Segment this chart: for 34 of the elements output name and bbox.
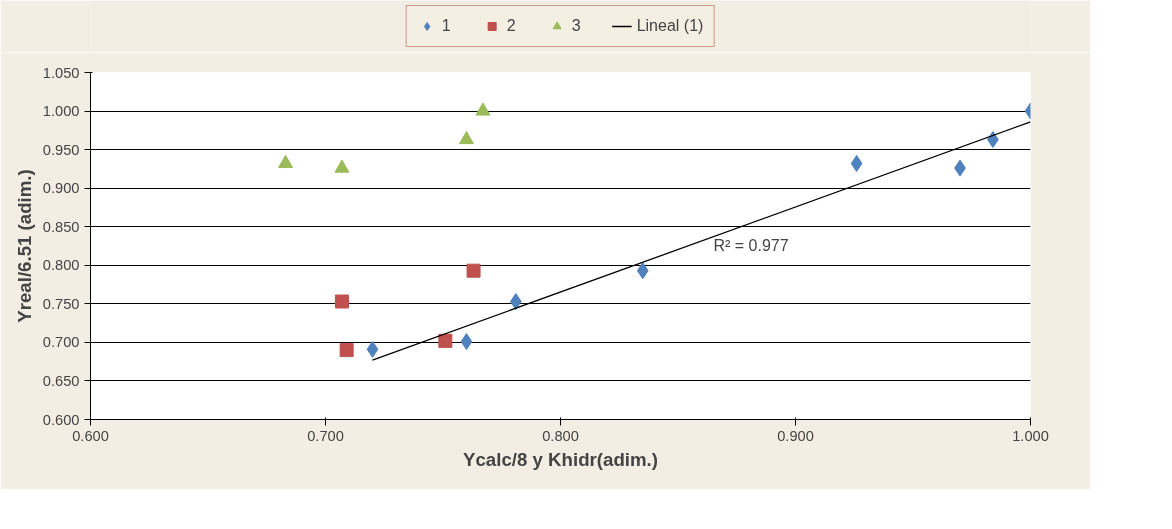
x-tick-label: 0.800 — [542, 427, 579, 444]
y-axis-title: Yreal/6.51 (adim.) — [13, 169, 35, 323]
annotation: R² = 0.977 — [713, 236, 789, 254]
point — [459, 131, 474, 145]
point — [334, 159, 350, 173]
y-tick-label: 0.750 — [42, 295, 80, 312]
point — [466, 263, 481, 278]
x-tick-label: 0.900 — [777, 427, 814, 444]
legend-label: 1 — [441, 17, 452, 35]
point — [366, 340, 379, 358]
y-tick-label: 0.600 — [42, 411, 80, 428]
legend-label: 2 — [506, 17, 517, 35]
y-tick-label: 0.650 — [42, 372, 80, 389]
point — [339, 343, 354, 358]
y-tick-label: 0.850 — [42, 218, 80, 235]
x-tick-label: 0.600 — [72, 427, 109, 444]
y-tick-label: 1.000 — [42, 103, 80, 120]
point — [636, 262, 649, 280]
x-tick-label: 1.000 — [1012, 427, 1049, 444]
y-tick-label: 0.900 — [42, 180, 80, 197]
point — [460, 333, 473, 351]
point — [850, 154, 863, 172]
point — [278, 154, 294, 169]
y-tick-label: 1.050 — [42, 64, 80, 81]
point — [438, 333, 453, 348]
point — [475, 102, 491, 116]
y-tick-label: 0.950 — [42, 141, 80, 158]
y-tick-label: 0.800 — [42, 257, 80, 274]
x-tick-label: 0.700 — [307, 427, 344, 444]
y-tick-label: 0.700 — [42, 334, 80, 351]
point — [334, 294, 349, 309]
x-axis-title: Ycalc/8 y Khidr(adim.) — [463, 448, 658, 470]
legend-label: 3 — [571, 17, 582, 35]
legend-label: Lineal (1) — [636, 17, 704, 35]
